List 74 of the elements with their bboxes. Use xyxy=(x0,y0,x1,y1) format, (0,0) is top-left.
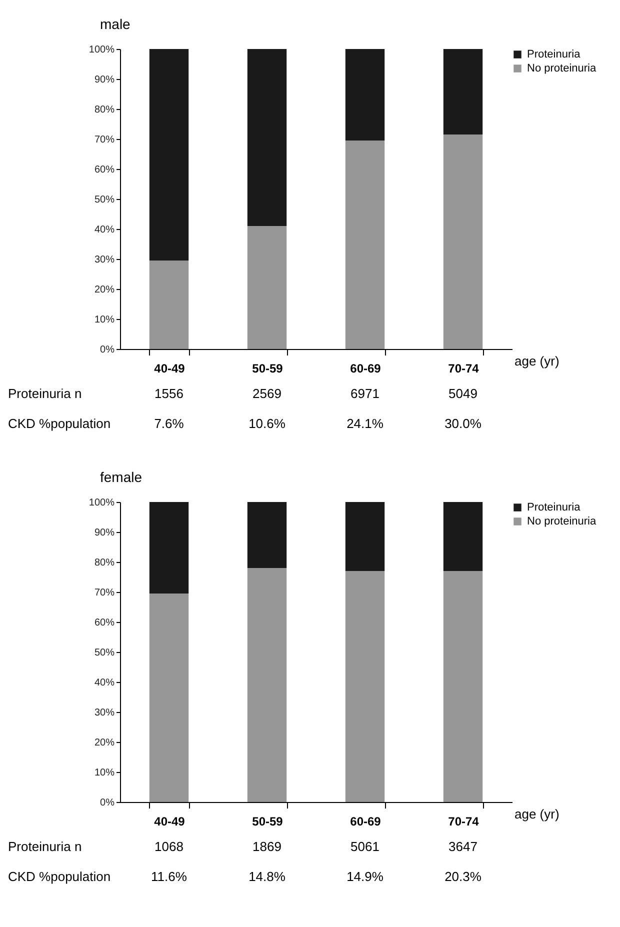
bar xyxy=(247,226,287,349)
text: 10.6% xyxy=(248,416,286,431)
text: 2569 xyxy=(252,386,282,401)
y-tick-label: 40% xyxy=(94,678,115,688)
x-tick-label: 40-49 xyxy=(154,814,186,828)
y-tick-label: 30% xyxy=(94,254,115,266)
bar xyxy=(149,594,189,802)
text: 6971 xyxy=(350,386,380,401)
text: 30.0% xyxy=(444,416,482,431)
bar xyxy=(149,260,189,349)
text: 5049 xyxy=(448,386,478,401)
y-tick-label: 60% xyxy=(94,164,115,176)
bar xyxy=(149,49,189,260)
text: CKD %population xyxy=(8,869,111,884)
y-tick-label: 80% xyxy=(94,104,115,116)
y-tick-label: 90% xyxy=(94,74,115,86)
bar xyxy=(247,502,287,568)
x-tick-label: 50-59 xyxy=(252,362,284,376)
text: 1068 xyxy=(154,839,184,854)
bar xyxy=(443,502,483,571)
chart-title: male xyxy=(100,16,131,32)
text: 7.6% xyxy=(154,416,184,431)
x-tick-label: 40-49 xyxy=(154,362,186,376)
bar xyxy=(345,571,385,802)
x-tick-label: 50-59 xyxy=(252,814,284,828)
x-tick-label: 60-69 xyxy=(350,362,382,376)
text: CKD %population xyxy=(8,416,111,431)
y-tick-label: 90% xyxy=(94,528,115,538)
x-axis-title: age (yr) xyxy=(514,354,560,368)
text: 14.8% xyxy=(248,869,286,884)
y-tick-label: 20% xyxy=(94,738,115,748)
text: 24.1% xyxy=(346,416,384,431)
bar xyxy=(345,502,385,571)
text: 1556 xyxy=(154,386,184,401)
y-tick-label: 60% xyxy=(94,618,115,628)
x-axis-title: age (yr) xyxy=(514,806,560,822)
x-tick-label: 70-74 xyxy=(448,814,480,828)
y-tick-label: 10% xyxy=(94,768,115,778)
legend-label: Proteinuria xyxy=(527,502,582,514)
y-tick-label: 100% xyxy=(88,498,115,508)
y-tick-label: 0% xyxy=(100,798,115,808)
y-tick-label: 40% xyxy=(94,224,115,236)
legend-label: No proteinuria xyxy=(527,62,597,74)
y-tick-label: 20% xyxy=(94,284,115,296)
text: 11.6% xyxy=(151,869,188,884)
text: Proteinuria n xyxy=(8,386,82,401)
bar xyxy=(247,49,287,226)
y-tick-label: 10% xyxy=(94,314,115,326)
y-tick-label: 50% xyxy=(94,648,115,658)
legend-label: Proteinuria xyxy=(527,48,582,60)
y-tick-label: 50% xyxy=(94,194,115,206)
text: 5061 xyxy=(350,839,380,854)
y-tick-label: 80% xyxy=(94,558,115,568)
y-tick-label: 70% xyxy=(94,588,115,598)
y-tick-label: 70% xyxy=(94,134,115,146)
x-tick-label: 60-69 xyxy=(350,814,382,828)
text: Proteinuria n xyxy=(8,839,82,854)
chart-title: female xyxy=(100,469,142,485)
text: 1869 xyxy=(252,839,282,854)
bar xyxy=(345,140,385,349)
y-tick-label: 100% xyxy=(88,44,115,56)
x-tick-label: 70-74 xyxy=(448,362,480,376)
text: 20.3% xyxy=(444,869,482,884)
y-tick-label: 0% xyxy=(100,344,115,356)
bar xyxy=(443,49,483,134)
text: 3647 xyxy=(448,839,478,854)
y-tick-label: 30% xyxy=(94,708,115,718)
bar xyxy=(443,571,483,802)
bar xyxy=(149,502,189,594)
text: 14.9% xyxy=(346,869,384,884)
bar xyxy=(443,134,483,349)
bar xyxy=(247,568,287,802)
legend-label: No proteinuria xyxy=(527,516,597,528)
bar xyxy=(345,49,385,140)
